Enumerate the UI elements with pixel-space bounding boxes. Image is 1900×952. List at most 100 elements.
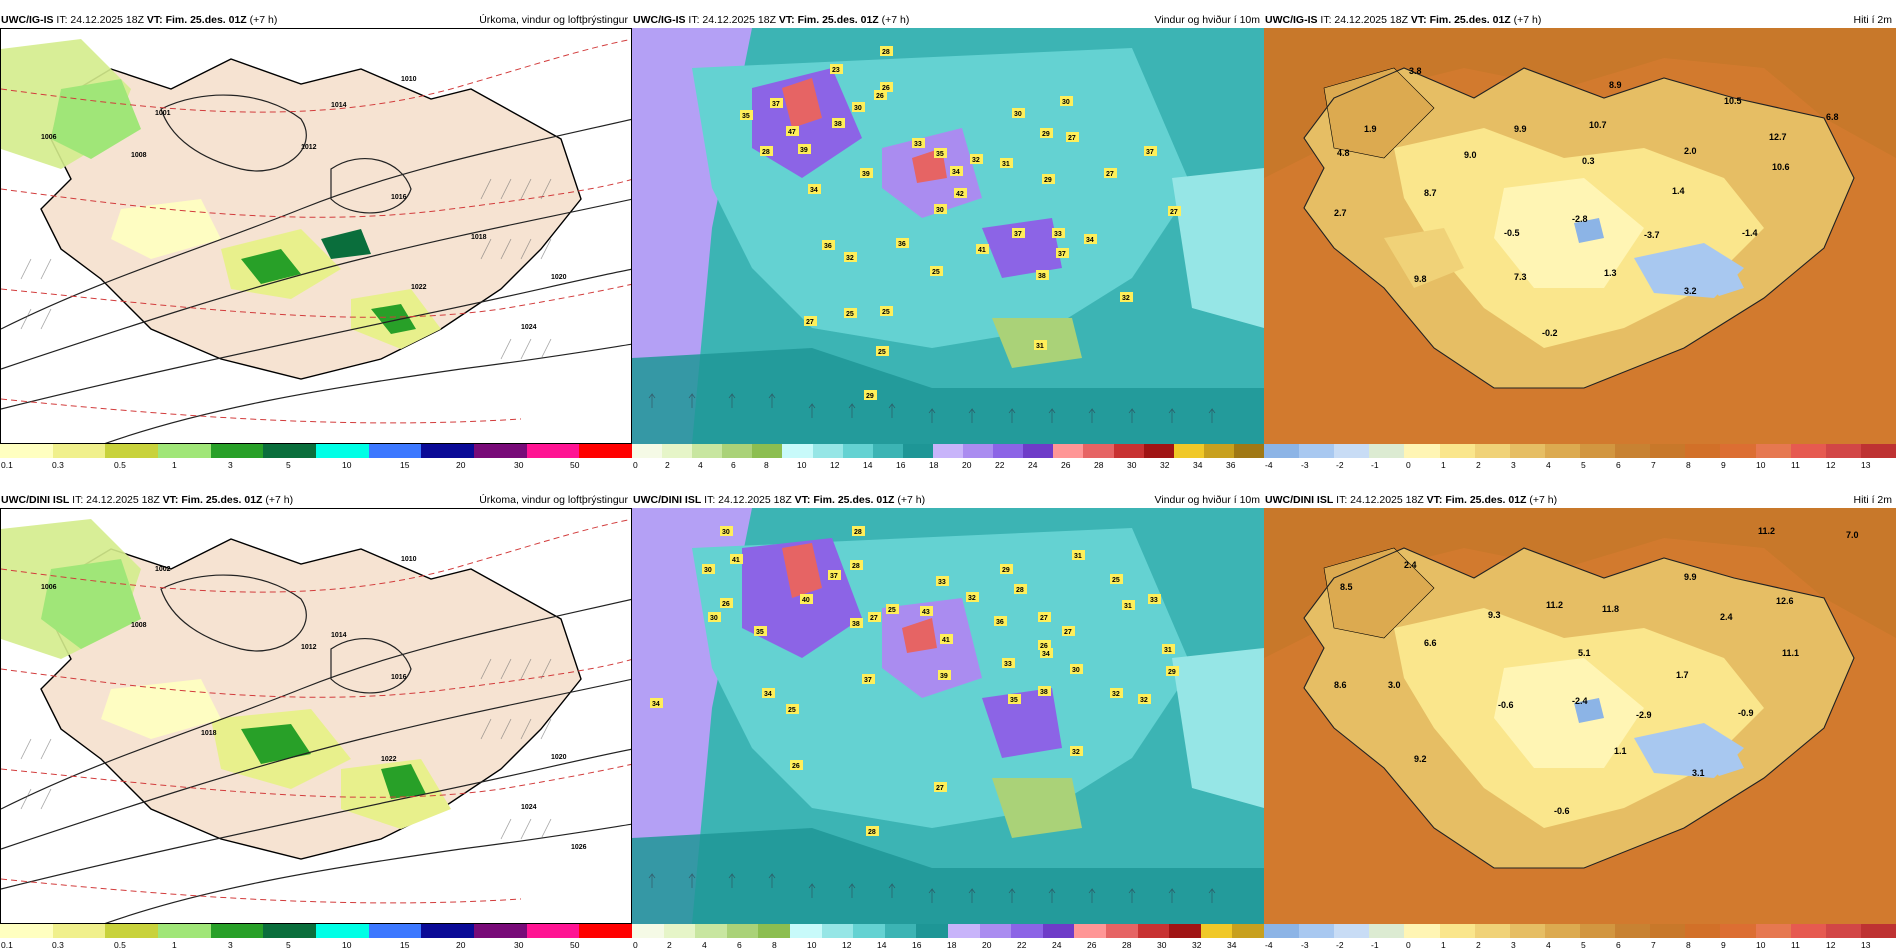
lead-time: (+7 h)	[265, 494, 294, 506]
valid-time-label: VT:	[1426, 494, 1443, 506]
colorbar-tick: 20	[962, 460, 972, 470]
panel-title: Vindur og hviður í 10m	[1154, 14, 1260, 26]
gust-label: 37	[1014, 231, 1022, 238]
init-time: IT: 24.12.2025 18Z	[688, 14, 776, 26]
gust-label: 29	[1168, 669, 1176, 676]
temp-value: 11.8	[1602, 604, 1619, 614]
temp-value: 2.0	[1684, 146, 1697, 156]
gust-label: 35	[936, 151, 944, 158]
pressure-label: 1008	[131, 622, 147, 629]
gust-label: 37	[772, 101, 780, 108]
colorbar-tick: 2	[667, 940, 672, 950]
temp-value: 12.6	[1776, 596, 1794, 606]
init-time: IT: 24.12.2025 18Z	[56, 14, 144, 26]
colorbar-tick: 8	[772, 940, 777, 950]
colorbar-tick: 2	[1476, 460, 1481, 470]
colorbar-tick: 34	[1193, 460, 1203, 470]
pressure-label: 1014	[331, 102, 347, 109]
pressure-label: 1020	[551, 754, 567, 761]
colorbar-tick: 11	[1791, 940, 1800, 950]
gust-label: 29	[866, 393, 874, 400]
colorbar-tick: 15	[400, 460, 410, 470]
temp-value: -0.5	[1504, 228, 1520, 238]
model-name: UWC/IG-IS	[633, 14, 686, 26]
colorbar-tick: 10	[342, 460, 352, 470]
wind-colorbar-ticks: 0 2 4 6 8 10 12 14 16 18 20 22 24 26 28 …	[632, 940, 1264, 952]
colorbar-tick: 15	[400, 940, 410, 950]
gust-label: 41	[942, 637, 950, 644]
temp-value: 1.1	[1614, 746, 1627, 756]
colorbar-tick: 0.5	[114, 460, 126, 470]
valid-time-label: VT:	[146, 14, 163, 26]
colorbar-tick: 28	[1094, 460, 1104, 470]
init-time: IT: 24.12.2025 18Z	[72, 494, 160, 506]
pressure-label: 1016	[391, 674, 407, 681]
gust-label: 32	[846, 255, 854, 262]
temp-value: 4.8	[1337, 148, 1350, 158]
wind-colorbar-ticks: 0 2 4 6 8 10 12 14 16 18 20 22 24 26 28 …	[632, 460, 1264, 472]
colorbar-tick: 4	[698, 460, 703, 470]
gust-label: 30	[1014, 111, 1022, 118]
colorbar-tick: 8	[764, 460, 769, 470]
temp-value: 11.1	[1782, 648, 1799, 658]
gust-label: 32	[968, 595, 976, 602]
valid-time: Fim. 25.des. 01Z	[165, 14, 247, 26]
colorbar-tick: 10	[1756, 460, 1766, 470]
temp-colorbar	[1264, 444, 1896, 464]
gust-label: 30	[1062, 99, 1070, 106]
gust-label: 33	[1150, 597, 1158, 604]
row1-wind-header: UWC/IG-IS IT: 24.12.2025 18Z VT: Fim. 25…	[632, 12, 1264, 28]
colorbar-tick: 14	[877, 940, 887, 950]
panel-title: Úrkoma, vindur og loftþrýstingur	[479, 14, 628, 26]
pressure-label: 1018	[471, 234, 487, 241]
colorbar-tick: 12	[1826, 940, 1836, 950]
temp-value: 8.9	[1609, 80, 1622, 90]
colorbar-tick: 0	[1406, 940, 1411, 950]
gust-label: 36	[996, 619, 1004, 626]
temp-value: 12.7	[1769, 132, 1787, 142]
valid-time: Fim. 25.des. 01Z	[813, 494, 895, 506]
colorbar-tick: 0	[633, 940, 638, 950]
gust-label: 36	[898, 241, 906, 248]
colorbar-tick: -4	[1265, 940, 1273, 950]
temp-value: -0.6	[1498, 700, 1514, 710]
gust-label: 39	[800, 147, 808, 154]
colorbar-tick: 18	[929, 460, 939, 470]
gust-label: 31	[1002, 161, 1010, 168]
panel-title: Úrkoma, vindur og loftþrýstingur	[479, 494, 628, 506]
temp-value: 1.7	[1676, 670, 1689, 680]
temp-value: 7.3	[1514, 272, 1527, 282]
colorbar-tick: 8	[1686, 940, 1691, 950]
gust-label: 25	[788, 707, 796, 714]
colorbar-tick: -4	[1265, 460, 1273, 470]
colorbar-tick: 30	[1157, 940, 1167, 950]
gust-label: 25	[888, 607, 896, 614]
precip-header-left: UWC/IG-IS IT: 24.12.2025 18Z VT: Fim. 25…	[1, 12, 277, 28]
gust-label: 27	[936, 785, 944, 792]
lead-time: (+7 h)	[1529, 494, 1558, 506]
colorbar-tick: 5	[1581, 460, 1586, 470]
pressure-label: 1008	[131, 152, 147, 159]
colorbar-tick: -1	[1371, 460, 1379, 470]
valid-time: Fim. 25.des. 01Z	[181, 494, 263, 506]
gust-label: 30	[854, 105, 862, 112]
gust-label: 26	[876, 93, 884, 100]
gust-label: 27	[1068, 135, 1076, 142]
gust-label: 37	[1058, 251, 1066, 258]
gust-label: 35	[1010, 697, 1018, 704]
gust-label: 32	[1122, 295, 1130, 302]
gust-label: 37	[864, 677, 872, 684]
gust-label: 27	[806, 319, 814, 326]
pressure-label: 1002	[155, 566, 171, 573]
init-time: IT: 24.12.2025 18Z	[1320, 14, 1408, 26]
colorbar-tick: 22	[995, 460, 1005, 470]
gust-label: 31	[1124, 603, 1132, 610]
lead-time: (+7 h)	[881, 14, 910, 26]
temp-value: -3.7	[1644, 230, 1660, 240]
colorbar-tick: -3	[1301, 940, 1309, 950]
model-name: UWC/IG-IS	[1265, 14, 1318, 26]
gust-label: 25	[846, 311, 854, 318]
pressure-label: 1024	[521, 324, 537, 331]
temp-value: 9.9	[1684, 572, 1697, 582]
gust-label: 34	[764, 691, 772, 698]
